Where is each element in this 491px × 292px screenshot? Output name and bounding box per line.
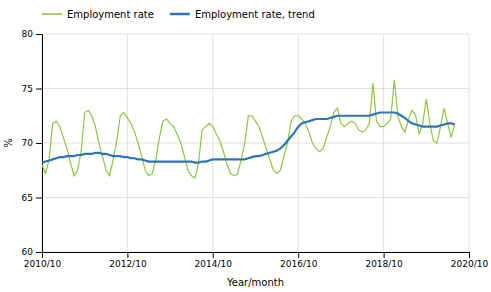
legend-label: Employment rate, trend — [195, 9, 315, 20]
legend-item: Employment rate — [42, 9, 154, 20]
legend: Employment rate Employment rate, trend — [42, 9, 315, 20]
chart: 2010/10 2012/10 2014/10 2016/10 2018/10 2020/… — [0, 0, 491, 292]
legend-label: Employment rate — [67, 9, 154, 20]
tick-label: 75 — [22, 84, 33, 94]
tick-label: 80 — [22, 29, 34, 39]
tick-label: 2016/10 — [280, 259, 318, 269]
tick-mark — [36, 198, 42, 199]
tick-mark — [36, 143, 42, 144]
grid — [42, 34, 469, 252]
plot: 2010/10 2012/10 2014/10 2016/10 2018/10 2020/… — [22, 29, 489, 269]
grid-line — [42, 88, 469, 89]
grid-line — [298, 34, 299, 252]
tick-mark — [36, 34, 42, 35]
legend-swatch — [170, 13, 190, 16]
tick: 60 — [22, 247, 42, 257]
tick-mark — [469, 252, 470, 258]
tick-label: 2014/10 — [195, 259, 233, 269]
tick: 80 — [22, 29, 42, 39]
grid-line — [42, 143, 469, 144]
series-line — [42, 80, 455, 178]
tick-label: 2020/10 — [451, 259, 489, 269]
tick: 2014/10 — [195, 252, 233, 269]
y-axis-title: % — [3, 138, 14, 148]
tick: 2018/10 — [365, 252, 403, 269]
x-axis-title: Year/month — [226, 277, 284, 288]
lines — [42, 80, 455, 178]
grid-line — [469, 34, 470, 252]
tick: 75 — [22, 84, 42, 94]
axis-domain — [43, 253, 470, 259]
series-line — [42, 112, 455, 162]
tick: 2016/10 — [280, 252, 318, 269]
tick-label: 2012/10 — [109, 259, 147, 269]
grid-line — [42, 197, 469, 198]
tick: 70 — [22, 138, 42, 148]
x-axis: 2010/10 2012/10 2014/10 2016/10 2018/10 2020/… — [24, 252, 489, 269]
legend-item: Employment rate, trend — [170, 9, 315, 20]
tick-label: 2010/10 — [24, 259, 62, 269]
tick: 2020/10 — [451, 252, 489, 269]
tick-mark — [213, 252, 214, 258]
tick-label: 2018/10 — [365, 259, 403, 269]
grid-line — [212, 34, 213, 252]
tick-mark — [36, 252, 42, 253]
tick-label: 70 — [22, 138, 34, 148]
legend-swatch — [42, 13, 62, 15]
tick-label: 65 — [22, 193, 33, 203]
tick: 2012/10 — [109, 252, 147, 269]
tick-mark — [298, 252, 299, 258]
grid-line — [42, 34, 469, 35]
tick-mark — [36, 89, 42, 90]
tick-mark — [127, 252, 128, 258]
grid-line — [127, 34, 128, 252]
tick-label: 60 — [22, 247, 34, 257]
tick: 65 — [22, 193, 42, 203]
y-axis: 60 65 70 75 80 — [22, 29, 43, 257]
grid-line — [383, 34, 384, 252]
tick-mark — [384, 252, 385, 258]
axis-domain — [36, 35, 43, 253]
